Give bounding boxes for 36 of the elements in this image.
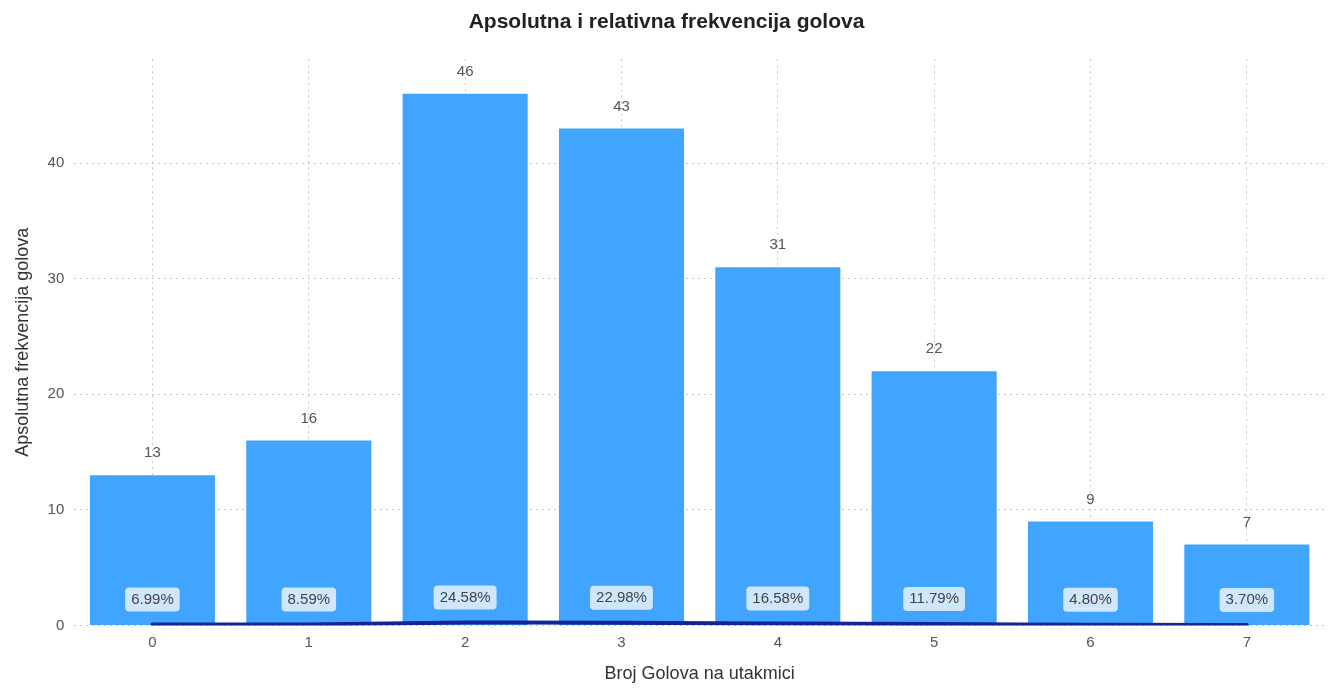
bar bbox=[246, 440, 372, 625]
bar bbox=[715, 267, 841, 625]
y-tick-label: 20 bbox=[47, 384, 65, 402]
data-label: 11.79% bbox=[909, 589, 960, 607]
x-tick-label: 0 bbox=[148, 632, 157, 650]
data-label: 13 bbox=[144, 443, 161, 461]
data-label: 7 bbox=[1242, 512, 1251, 530]
x-tick-label: 7 bbox=[1242, 632, 1251, 650]
x-tick-label: 6 bbox=[1086, 632, 1095, 650]
data-label: 16 bbox=[300, 408, 318, 426]
data-label: 8.59% bbox=[287, 589, 331, 607]
data-label: 4.80% bbox=[1069, 589, 1112, 607]
x-tick-label: 1 bbox=[304, 632, 313, 650]
x-tick-label: 5 bbox=[929, 632, 939, 650]
x-axis-title: Broj Golova na utakmici bbox=[604, 663, 795, 684]
y-tick-label: 10 bbox=[47, 499, 65, 517]
data-label: 31 bbox=[769, 235, 787, 253]
data-label: 22.98% bbox=[596, 587, 647, 605]
y-axis-title: Apsolutna frekvencija golova bbox=[11, 226, 32, 457]
data-label: 22 bbox=[925, 339, 943, 357]
y-tick-label: 30 bbox=[47, 268, 65, 286]
data-label: 3.70% bbox=[1225, 590, 1269, 608]
data-label: 24.58% bbox=[439, 587, 491, 605]
bar bbox=[871, 371, 997, 625]
bar bbox=[89, 475, 215, 625]
x-tick-label: 2 bbox=[460, 632, 470, 650]
x-tick-label: 4 bbox=[773, 632, 782, 650]
data-label: 9 bbox=[1086, 489, 1095, 507]
data-label: 43 bbox=[613, 96, 630, 114]
y-tick-label: 40 bbox=[47, 153, 65, 171]
chart-title: Apsolutna i relativna frekvencija golova bbox=[468, 9, 865, 33]
data-label: 46 bbox=[456, 62, 474, 80]
data-label: 6.99% bbox=[131, 589, 174, 607]
data-label: 16.58% bbox=[752, 588, 804, 606]
y-tick-label: 0 bbox=[55, 615, 65, 633]
x-tick-label: 3 bbox=[617, 632, 626, 650]
